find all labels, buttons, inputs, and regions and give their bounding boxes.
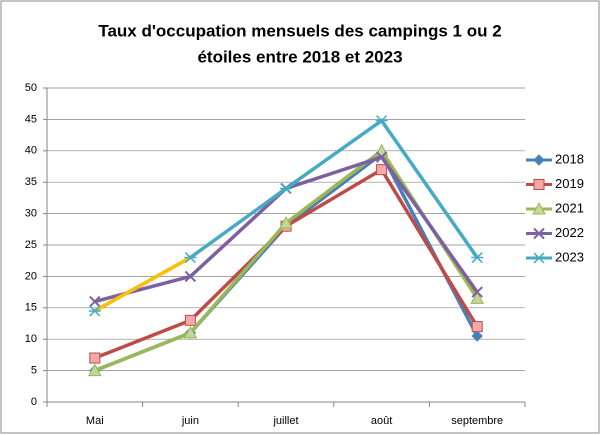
marker [533,179,545,190]
x-tick-label: juillet [272,415,298,427]
marker [89,295,101,308]
marker [87,363,102,377]
legend-label: 2022 [555,225,584,240]
marker [89,352,101,364]
x-tick-label: Mai [86,415,104,427]
marker [375,115,388,127]
chart-title: étoiles entre 2018 et 2023 [197,47,402,66]
marker [184,270,197,283]
marker [279,215,293,229]
marker [470,291,485,304]
y-tick-label: 15 [25,302,37,314]
x-tick-label: septembre [451,415,503,427]
marker [471,330,483,342]
marker [532,201,546,215]
y-tick-label: 25 [25,239,37,251]
y-tick-label: 20 [25,270,37,282]
marker [471,321,483,333]
legend-label: 2018 [555,151,584,166]
y-tick-label: 10 [25,333,37,345]
series-segment [93,256,192,313]
chart-title: Taux d'occupation mensuels des campings … [98,21,501,40]
y-tick-label: 5 [31,365,37,377]
y-tick-label: 50 [25,82,37,94]
marker [375,151,388,163]
x-tick-label: juin [181,415,199,427]
marker [533,227,545,240]
marker [533,252,545,264]
y-tick-label: 30 [25,208,37,220]
y-tick-label: 40 [25,145,37,157]
x-tick-label: août [371,415,392,427]
marker [280,182,292,195]
marker [376,164,388,176]
marker [471,252,484,264]
marker [183,325,198,339]
legend-label: 2019 [555,176,584,191]
y-tick-label: 35 [25,176,37,188]
legend-label: 2023 [555,249,584,264]
marker [184,252,197,264]
marker [471,286,483,298]
y-tick-label: 45 [25,113,37,125]
marker [184,314,196,326]
marker [88,305,101,317]
y-tick-label: 0 [31,396,37,408]
legend-label: 2021 [555,200,584,215]
marker [533,154,545,166]
series [88,115,484,317]
